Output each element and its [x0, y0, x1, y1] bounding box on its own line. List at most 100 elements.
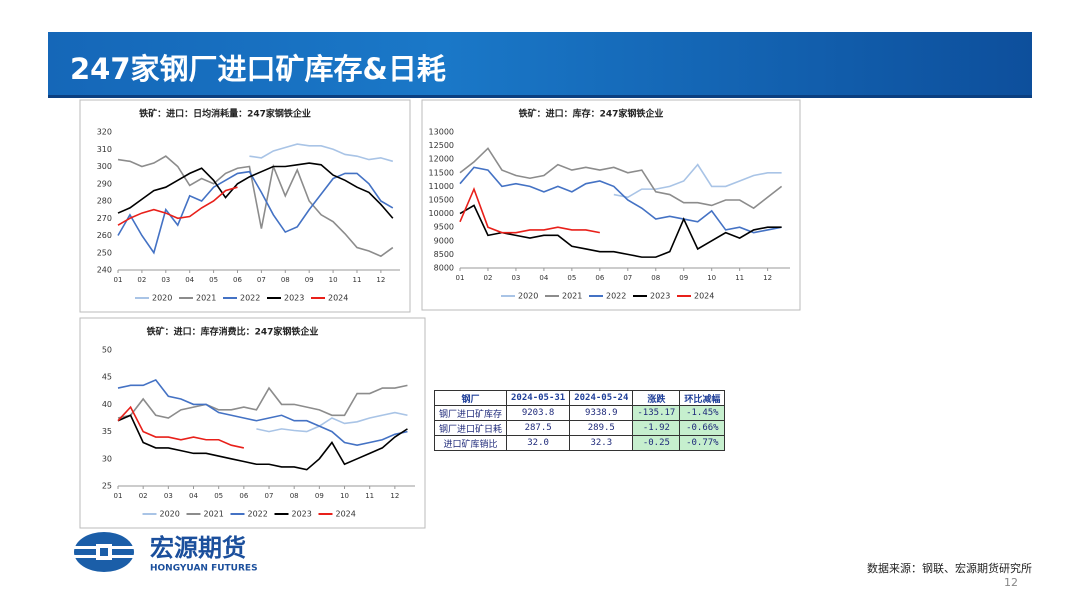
series-line: [613, 163, 782, 199]
y-tick-label: 25: [102, 482, 112, 491]
x-tick-label: 10: [340, 492, 349, 500]
series-line: [459, 147, 783, 210]
y-tick-label: 280: [97, 197, 112, 206]
table-row: 进口矿库销比 32.0 32.3 -0.25 -0.77%: [433, 435, 726, 451]
x-tick-label: 09: [679, 274, 688, 282]
series-line: [459, 204, 782, 258]
x-tick-label: 09: [315, 492, 324, 500]
x-tick-label: 06: [239, 492, 248, 500]
table-cell: 进口矿库销比: [433, 435, 508, 451]
legend-label: 2020: [518, 292, 538, 301]
y-tick-label: 12000: [429, 155, 454, 164]
x-tick-label: 11: [353, 276, 362, 284]
logo-square: [100, 548, 108, 556]
chart-title: 铁矿：进口：库存：247家钢铁企业: [519, 108, 664, 120]
series-line: [117, 186, 238, 226]
y-tick-label: 290: [97, 179, 112, 188]
x-tick-label: 02: [484, 274, 493, 282]
x-tick-label: 11: [365, 492, 374, 500]
x-tick-label: 07: [265, 492, 274, 500]
legend-label: 2024: [694, 292, 714, 301]
x-tick-label: 04: [189, 492, 198, 500]
series-line: [459, 166, 782, 234]
x-tick-label: 08: [290, 492, 299, 500]
source-note: 数据来源：钢联、宏源期货研究所: [867, 562, 1032, 575]
y-tick-label: 260: [97, 231, 112, 240]
x-tick-label: 02: [137, 276, 146, 284]
series-line: [256, 411, 408, 433]
legend-label: 2021: [204, 510, 224, 519]
y-tick-label: 240: [97, 266, 112, 275]
legend-label: 2020: [160, 510, 180, 519]
legend-label: 2023: [650, 292, 670, 301]
legend-label: 2024: [336, 510, 356, 519]
logo-name: 宏源期货: [150, 534, 246, 562]
table-cell: -0.77%: [679, 435, 726, 451]
series-line: [117, 162, 394, 219]
x-tick-label: 12: [376, 276, 385, 284]
logo-english: HONGYUAN FUTURES: [150, 564, 258, 574]
y-tick-label: 9500: [434, 223, 454, 232]
y-tick-label: 8000: [434, 264, 454, 273]
x-tick-label: 04: [539, 274, 548, 282]
x-tick-label: 07: [623, 274, 632, 282]
series-line: [117, 384, 408, 419]
series-line: [117, 170, 394, 255]
y-tick-label: 270: [97, 214, 112, 223]
table-cell: -1.45%: [679, 405, 726, 421]
legend-label: 2024: [328, 294, 348, 303]
chart-frame: [79, 99, 411, 313]
y-tick-label: 9000: [434, 236, 454, 245]
chart-title: 铁矿：进口：日均消耗量：247家钢铁企业: [139, 108, 311, 120]
table-row: 钢厂进口矿日耗 287.5 289.5 -1.92 -0.66%: [433, 420, 726, 436]
x-tick-label: 10: [329, 276, 338, 284]
x-tick-label: 05: [214, 492, 223, 500]
y-tick-label: 10500: [429, 196, 454, 205]
series-line: [249, 143, 394, 163]
legend-label: 2021: [562, 292, 582, 301]
x-tick-label: 06: [595, 274, 604, 282]
x-tick-label: 03: [161, 276, 170, 284]
header-cell: 2024-05-24: [569, 390, 634, 406]
series-line: [459, 186, 600, 234]
summary-table: 钢厂 2024-05-31 2024-05-24 涨跌 环比减幅 钢厂进口矿库存 9203.…: [433, 390, 726, 451]
x-tick-label: 12: [390, 492, 399, 500]
x-tick-label: 03: [511, 274, 520, 282]
table-cell: 9338.9: [569, 405, 634, 421]
table-cell: -0.25: [632, 435, 681, 451]
y-tick-label: 45: [102, 373, 112, 382]
series-line: [117, 155, 394, 258]
x-tick-label: 03: [164, 492, 173, 500]
y-tick-label: 11500: [429, 168, 454, 177]
x-tick-label: 12: [763, 274, 772, 282]
header-cell: 钢厂: [433, 390, 508, 406]
series-line: [117, 378, 408, 447]
table-row: 钢厂进口矿库存 9203.8 9338.9 -135.17 -1.45%: [433, 405, 726, 421]
y-tick-label: 320: [97, 128, 112, 137]
x-tick-label: 01: [114, 492, 123, 500]
y-tick-label: 13000: [429, 128, 454, 137]
y-tick-label: 300: [97, 162, 112, 171]
table-cell: -1.92: [632, 420, 681, 436]
x-tick-label: 11: [735, 274, 744, 282]
y-tick-label: 35: [102, 427, 112, 436]
banner: 247家钢厂进口矿库存&日耗: [48, 32, 1032, 95]
y-tick-label: 30: [102, 454, 112, 463]
x-tick-label: 10: [707, 274, 716, 282]
slide-title: 247家钢厂进口矿库存&日耗: [70, 52, 446, 86]
page-number: 12: [1004, 576, 1018, 589]
x-tick-label: 01: [114, 276, 123, 284]
y-tick-label: 12500: [429, 141, 454, 150]
table-cell: 钢厂进口矿日耗: [433, 420, 508, 436]
legend-label: 2021: [196, 294, 216, 303]
legend-label: 2023: [284, 294, 304, 303]
table-cell: -135.17: [632, 405, 681, 421]
y-tick-label: 10000: [429, 209, 454, 218]
header-cell: 涨跌: [632, 390, 681, 406]
legend-label: 2022: [248, 510, 268, 519]
y-tick-label: 40: [102, 400, 112, 409]
x-tick-label: 07: [257, 276, 266, 284]
y-tick-label: 11000: [429, 182, 454, 191]
legend-label: 2022: [240, 294, 260, 303]
